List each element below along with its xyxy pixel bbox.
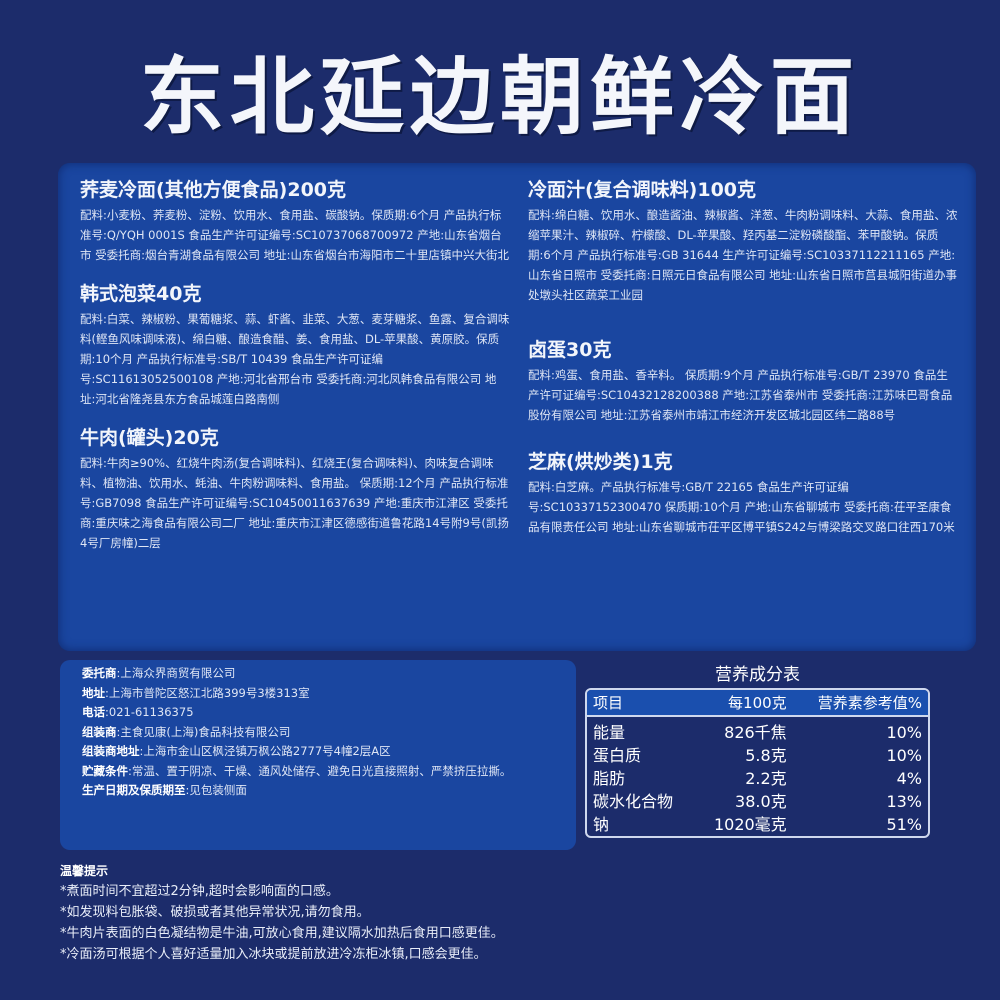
section-sesame: 芝麻(烘炒类)1克配料:白芝麻。产品执行标准号:GB/T 22165 食品生产许… [528,447,958,537]
info-line: 组装商地址:上海市金山区枫泾镇万枫公路2777号4幢2层A区 [82,744,391,758]
section-text: 配料:小麦粉、荞麦粉、淀粉、饮用水、食用盐、碳酸钠。保质期:6个月 产品执行标准… [80,208,510,262]
product-title: 东北延边朝鲜冷面 [139,48,860,146]
info-line: 组装商:主食见康(上海)食品科技有限公司 [82,724,291,739]
table-cell: 826千焦 [724,723,787,742]
table-row: 能量 826千焦 10% [587,717,928,744]
table-row: 钠 1020毫克 51% [587,813,928,836]
tips-title: 温馨提示 [60,864,109,878]
table-cell: 38.0克 [735,792,787,811]
table-cell: 51% [886,815,922,834]
section-egg: 卤蛋30克配料:鸡蛋、食用盐、香辛料。 保质期:9个月 产品执行标准号:GB/T… [528,335,958,425]
nutrition-table: 项目 每100克 营养素参考值% 能量 826千焦 10% 蛋白质 5.8克 10% 脂肪 2… [585,688,930,838]
tips: 温馨提示 *煮面时间不宜超过2分钟,超时会影响面的口感。 *如发现料包胀袋、破损… [60,862,960,965]
section-noodles: 荞麦冷面(其他方便食品)200克配料:小麦粉、荞麦粉、淀粉、饮用水、食用盐、碳酸… [80,175,510,265]
table-cell: 10% [886,746,922,765]
section-beef: 牛肉(罐头)20克配料:牛肉≥90%、红烧牛肉汤(复合调味料)、红烧王(复合调味… [80,423,510,553]
table-cell: 4% [896,769,922,788]
section-text: 配料:绵白糖、饮用水、酿造酱油、辣椒酱、洋葱、牛肉粉调味料、大蒜、食用盐、浓缩苹… [528,208,958,302]
table-cell: 能量 [593,723,626,742]
section-heading: 冷面汁(复合调味料)100克 [528,179,757,201]
table-cell: 1020毫克 [713,815,787,834]
table-cell: 碳水化合物 [593,792,674,811]
ingredients-panel: 荞麦冷面(其他方便食品)200克配料:小麦粉、荞麦粉、淀粉、饮用水、食用盐、碳酸… [58,163,976,651]
info-line: 电话:021-61136375 [82,705,194,719]
table-cell: 10% [886,723,922,742]
right-column: 冷面汁(复合调味料)100克配料:绵白糖、饮用水、酿造酱油、辣椒酱、洋葱、牛肉粉… [528,175,958,551]
header-item: 项目 [587,690,695,717]
section-text: 配料:白菜、辣椒粉、果葡糖浆、蒜、虾酱、韭菜、大葱、麦芽糖浆、鱼露、复合调味料(… [80,312,510,406]
section-heading: 牛肉(罐头)20克 [80,427,219,449]
table-header: 项目 每100克 营养素参考值% [587,690,928,717]
table-cell: 13% [886,792,922,811]
section-heading: 芝麻(烘炒类)1克 [528,451,673,473]
table-row: 碳水化合物 38.0克 13% [587,790,928,813]
section-text: 配料:牛肉≥90%、红烧牛肉汤(复合调味料)、红烧王(复合调味料)、肉味复合调味… [80,456,509,550]
manufacturer-info: 委托商:上海众界商贸有限公司 地址:上海市普陀区怒江北路399号3楼313室 电… [60,660,576,850]
left-column: 荞麦冷面(其他方便食品)200克配料:小麦粉、荞麦粉、淀粉、饮用水、食用盐、碳酸… [80,175,510,567]
section-soup: 冷面汁(复合调味料)100克配料:绵白糖、饮用水、酿造酱油、辣椒酱、洋葱、牛肉粉… [528,175,958,305]
tip-item: *煮面时间不宜超过2分钟,超时会影响面的口感。 [60,884,339,899]
header-nrv: 营养素参考值% [792,690,928,717]
table-cell: 蛋白质 [593,746,642,765]
nutrition-title: 营养成分表 [715,665,800,685]
section-heading: 卤蛋30克 [528,339,612,361]
tip-item: *冷面汤可根据个人喜好适量加入冰块或提前放进冷冻柜冰镇,口感会更佳。 [60,947,487,962]
table-row: 蛋白质 5.8克 10% [587,744,928,767]
header-per100: 每100克 [694,690,793,717]
tip-item: *如发现料包胀袋、破损或者其他异常状况,请勿食用。 [60,905,370,920]
section-kimchi: 韩式泡菜40克配料:白菜、辣椒粉、果葡糖浆、蒜、虾酱、韭菜、大葱、麦芽糖浆、鱼露… [80,279,510,409]
info-line: 生产日期及保质期至:见包装侧面 [82,783,247,797]
section-text: 配料:鸡蛋、食用盐、香辛料。 保质期:9个月 产品执行标准号:GB/T 2397… [528,368,953,422]
table-cell: 脂肪 [593,769,626,788]
table-cell: 2.2克 [745,769,787,788]
section-text: 配料:白芝麻。产品执行标准号:GB/T 22165 食品生产许可证编号:SC10… [528,480,955,534]
table-row: 脂肪 2.2克 4% [587,767,928,790]
nutrition-facts: 营养成分表 项目 每100克 营养素参考值% 能量 826千焦 10% 蛋白质 5.8克… [585,660,930,838]
info-line: 地址:上海市普陀区怒江北路399号3楼313室 [82,685,310,700]
tip-item: *牛肉片表面的白色凝结物是牛油,可放心食用,建议隔水加热后食用口感更佳。 [60,926,504,941]
table-cell: 5.8克 [745,746,787,765]
section-heading: 韩式泡菜40克 [80,283,202,305]
info-line: 委托商:上海众界商贸有限公司 [82,666,236,680]
section-heading: 荞麦冷面(其他方便食品)200克 [80,179,347,201]
table-cell: 钠 [593,815,610,834]
info-line: 贮藏条件:常温、置于阴凉、干燥、通风处储存、避免日光直接照射、严禁挤压拉撕。 [82,763,512,778]
